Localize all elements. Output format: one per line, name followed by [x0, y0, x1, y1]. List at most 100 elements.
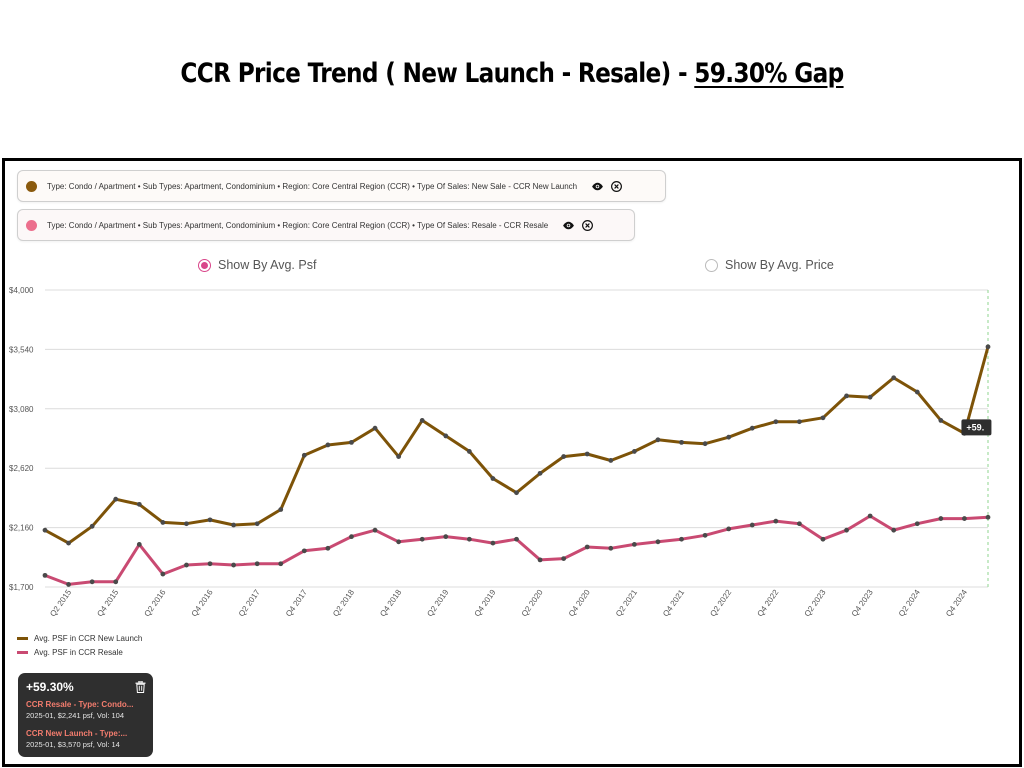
resale-point: [278, 561, 284, 567]
resale-point: [702, 532, 708, 538]
new-launch-point: [419, 418, 425, 423]
eye-icon[interactable]: [562, 219, 575, 232]
new-launch-color-dot: [26, 180, 37, 192]
resale-point: [349, 534, 354, 540]
close-circle-icon[interactable]: [581, 219, 594, 232]
radio-selected-icon: [198, 258, 211, 272]
resale-point: [113, 579, 119, 585]
resale-point: [631, 541, 637, 547]
x-tick-label: Q4 2023: [850, 588, 875, 619]
new-launch-point: [160, 520, 166, 525]
resale-point: [207, 561, 213, 567]
x-tick-label: Q2 2020: [520, 588, 545, 619]
resale-point: [396, 539, 402, 545]
filter-pill-new-launch[interactable]: Type: Condo / Apartment • Sub Types: Apa…: [17, 170, 666, 202]
radio-label-psf: Show By Avg. Psf: [218, 258, 317, 272]
resale-point: [891, 527, 897, 533]
tooltip-resale-detail: 2025-01, $2,241 psf, Vol: 104: [26, 711, 124, 720]
trash-icon[interactable]: [135, 680, 146, 693]
new-launch-point: [254, 521, 260, 527]
resale-point: [797, 521, 802, 527]
x-tick-label: Q4 2022: [755, 588, 780, 619]
resale-point: [254, 561, 260, 567]
close-circle-icon[interactable]: [610, 180, 623, 193]
legend-label-resale: Avg. PSF in CCR Resale: [34, 647, 123, 657]
new-launch-point: [537, 470, 543, 476]
filter-text-new-launch: Type: Condo / Apartment • Sub Types: Apa…: [47, 181, 578, 191]
resale-point: [419, 536, 425, 542]
resale-point: [867, 513, 873, 519]
filter-pill-resale[interactable]: Type: Condo / Apartment • Sub Types: Apa…: [17, 209, 635, 241]
new-launch-point: [608, 458, 614, 463]
new-launch-point: [301, 452, 307, 458]
new-launch-point: [466, 449, 472, 454]
new-launch-point: [655, 437, 661, 443]
resale-point: [537, 557, 543, 563]
eye-icon[interactable]: [591, 180, 604, 193]
resale-point: [773, 518, 779, 524]
x-tick-label: Q4 2017: [284, 588, 309, 619]
new-launch-point: [679, 439, 684, 445]
x-tick-label: Q2 2016: [143, 588, 168, 619]
resale-point: [514, 536, 519, 542]
new-launch-point: [443, 433, 449, 439]
new-launch-point: [797, 419, 802, 425]
resale-point: [443, 534, 449, 540]
resale-point: [160, 571, 166, 577]
resale-point: [584, 544, 590, 550]
new-launch-point: [844, 393, 849, 399]
x-tick-label: Q4 2019: [473, 588, 498, 619]
filter-text-resale: Type: Condo / Apartment • Sub Types: Apa…: [47, 220, 549, 230]
new-launch-point: [773, 419, 779, 425]
x-tick-label: Q2 2015: [48, 588, 73, 619]
x-tick-label: Q2 2022: [708, 588, 733, 619]
chart-panel: $1,700 $2,160 $2,620 $3,080 $3,540 $4,000 Q2 2…: [2, 158, 1022, 767]
radio-unselected-icon: [705, 258, 718, 272]
resale-point: [938, 516, 944, 521]
radio-label-price: Show By Avg. Price: [725, 258, 834, 272]
x-tick-label: Q4 2024: [944, 588, 969, 619]
x-tick-label: Q2 2018: [331, 588, 356, 619]
tooltip-launch-name: CCR New Launch - Type:...: [26, 729, 128, 738]
tooltip-launch-detail: 2025-01, $3,570 psf, Vol: 14: [26, 740, 120, 749]
y-tick-label: $3,540: [9, 345, 34, 354]
x-tick-label: Q4 2020: [567, 588, 592, 619]
new-launch-point: [702, 441, 708, 447]
new-launch-point: [278, 507, 284, 512]
new-launch-point: [396, 454, 402, 459]
radio-show-avg-price[interactable]: Show By Avg. Price: [705, 258, 834, 272]
tooltip-gap-percent: +59.30%: [26, 680, 74, 694]
new-launch-point: [184, 521, 189, 527]
slide-title-gap: 59.30% Gap: [694, 58, 844, 89]
resale-point: [66, 582, 71, 587]
hover-badge: [961, 419, 992, 436]
hover-badge-text: +59.: [966, 422, 984, 432]
resale-point: [985, 514, 991, 520]
new-launch-point: [136, 501, 142, 507]
new-launch-point: [372, 425, 378, 431]
new-launch-point: [66, 540, 71, 546]
resale-point: [844, 527, 849, 533]
new-launch-point: [89, 523, 95, 529]
new-launch-point: [631, 449, 637, 454]
legend-item-new-launch[interactable]: Avg. PSF in CCR New Launch: [17, 631, 142, 645]
resale-point: [89, 579, 95, 585]
resale-color-dot: [26, 219, 37, 231]
chart-legend: Avg. PSF in CCR New Launch Avg. PSF in C…: [17, 631, 142, 659]
x-tick-label: Q4 2016: [190, 588, 215, 619]
x-tick-label: Q2 2017: [237, 588, 262, 619]
resale-point: [608, 545, 614, 551]
resale-line: [44, 514, 989, 586]
new-launch-point: [749, 425, 755, 431]
resale-point: [726, 526, 732, 532]
legend-item-resale[interactable]: Avg. PSF in CCR Resale: [17, 645, 142, 659]
resale-point: [136, 541, 142, 547]
y-tick-label: $2,160: [9, 524, 34, 533]
resale-point: [184, 562, 189, 568]
resale-point: [466, 536, 472, 542]
new-launch-point: [820, 415, 826, 421]
resale-point: [749, 522, 755, 528]
new-launch-point: [113, 496, 119, 502]
radio-show-avg-psf[interactable]: Show By Avg. Psf: [198, 258, 316, 272]
x-tick-label: Q4 2021: [661, 588, 686, 619]
